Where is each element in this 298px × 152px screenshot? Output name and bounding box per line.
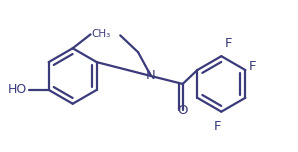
Text: N: N (146, 69, 156, 81)
Text: O: O (177, 104, 188, 117)
Text: HO: HO (8, 83, 27, 96)
Text: F: F (224, 37, 232, 50)
Text: CH₃: CH₃ (91, 29, 111, 39)
Text: F: F (248, 60, 256, 73)
Text: F: F (214, 120, 221, 133)
